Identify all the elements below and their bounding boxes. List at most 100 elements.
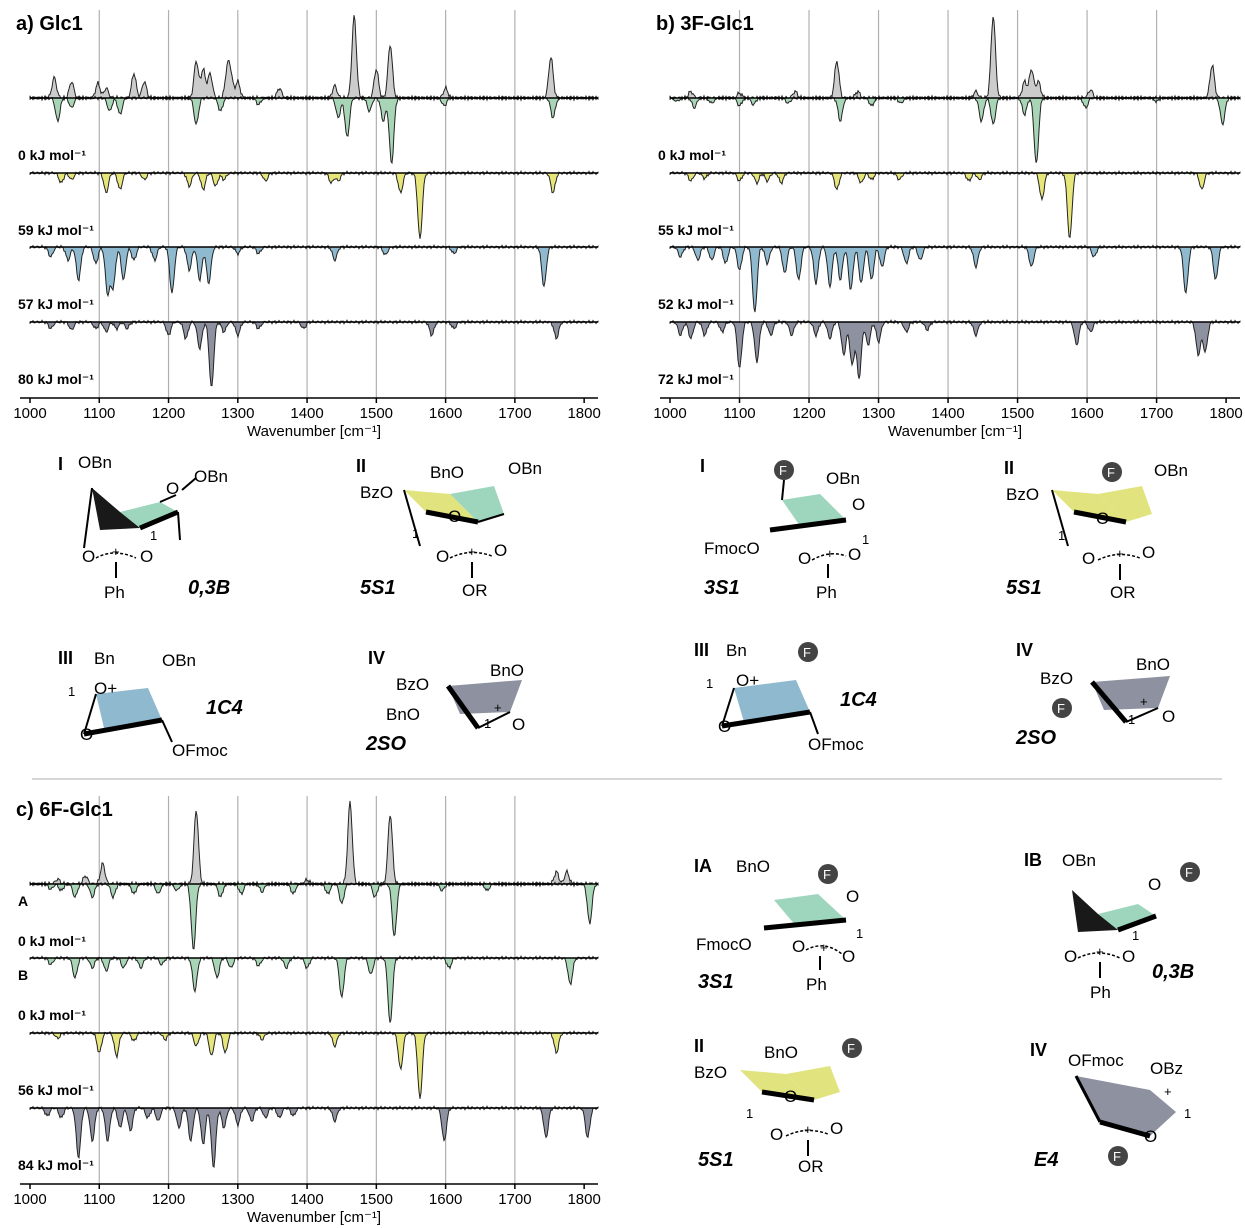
- atom-label: 1: [706, 676, 713, 691]
- conformer-label: 0,3B: [1152, 961, 1194, 983]
- atom-label: 1: [68, 684, 75, 699]
- atom-label: O: [1144, 1127, 1157, 1146]
- atom-label: 1: [856, 926, 863, 941]
- atom-label: OBn: [162, 651, 196, 670]
- roman-label: III: [58, 648, 73, 668]
- x-tick-label: 1300: [221, 1191, 254, 1208]
- atom-label: OR: [1110, 583, 1136, 602]
- atom-label: OR: [462, 581, 488, 600]
- conformer-label: E4: [1034, 1149, 1058, 1171]
- energy-label: 59 kJ mol⁻¹: [18, 222, 94, 238]
- fluorine-icon: F: [803, 645, 811, 660]
- atom-label: BzO: [694, 1063, 727, 1082]
- atom-label: BzO: [396, 675, 429, 694]
- fluorine-icon: F: [823, 867, 831, 882]
- atom-label: OBn: [826, 469, 860, 488]
- atom-label: OR: [798, 1157, 824, 1176]
- atom-label: BnO: [736, 857, 770, 876]
- conformer-label: 5S1: [698, 1149, 734, 1171]
- atom-label: +: [1096, 944, 1104, 959]
- atom-label: 1: [862, 532, 869, 547]
- computed-trace: [29, 1104, 599, 1169]
- structure-6fglc1-II: II BnO F BzO O 1 O O + OR 5S1: [694, 1036, 862, 1176]
- conformer-label: 5S1: [360, 577, 396, 599]
- atom-label: O: [846, 887, 859, 906]
- atom-label: O: [792, 937, 805, 956]
- energy-label: 0 kJ mol⁻¹: [18, 1007, 86, 1023]
- structure-6fglc1-IA: IA BnO F O FmocO O O + 1 Ph 3S1: [694, 856, 863, 994]
- atom-label: O: [718, 717, 731, 736]
- experiment-trace: [29, 800, 599, 888]
- atom-label: OBz: [1150, 1059, 1183, 1078]
- atom-label: +: [494, 700, 502, 715]
- atom-label: OBn: [194, 467, 228, 486]
- conformer-label: 1C4: [206, 697, 243, 719]
- energy-label: 55 kJ mol⁻¹: [658, 222, 734, 238]
- atom-label: OFmoc: [172, 741, 228, 760]
- atom-label: O: [494, 541, 507, 560]
- energy-label: 52 kJ mol⁻¹: [658, 296, 734, 312]
- structure-glc1-I: I OBn OBn O O O + 1 Ph 0,3B: [58, 453, 230, 602]
- computed-trace: [29, 954, 599, 1023]
- atom-label: O: [784, 1087, 797, 1106]
- x-tick-label: 1600: [1070, 405, 1103, 422]
- atom-label: O: [1096, 509, 1109, 528]
- atom-label: 1: [484, 716, 491, 731]
- roman-label: IV: [368, 648, 385, 668]
- structure-3fglc1-IV: IV BzO BnO F + 1 O 2SO: [1015, 640, 1175, 749]
- x-tick-label: 1400: [931, 405, 964, 422]
- atom-label: OBn: [508, 459, 542, 478]
- structure-3fglc1-II: II F OBn BzO O 1 O O + OR 5S1: [1004, 458, 1188, 602]
- conformer-label: 2SO: [1015, 727, 1056, 749]
- x-tick-label: 1200: [792, 405, 825, 422]
- x-tick-label: 1800: [567, 405, 600, 422]
- computed-trace: [669, 94, 1241, 163]
- atom-label: 1: [1184, 1106, 1191, 1121]
- x-tick-label: 1100: [83, 1191, 115, 1208]
- computed-trace: [29, 318, 599, 387]
- atom-label: Ph: [806, 975, 827, 994]
- x-tick-label: 1100: [723, 405, 755, 422]
- atom-label: OBn: [78, 453, 112, 472]
- structure-6fglc1-IV: IV OFmoc OBz + 1 O F E4: [1030, 1040, 1191, 1171]
- atom-label: 1: [746, 1106, 753, 1121]
- fluorine-icon: F: [1107, 465, 1115, 480]
- atom-label: 1: [1132, 928, 1139, 943]
- atom-label: Bn: [726, 641, 747, 660]
- atom-label: FmocO: [696, 935, 752, 954]
- atom-label: O: [1064, 947, 1077, 966]
- atom-label: O: [436, 547, 449, 566]
- x-tick-label: 1500: [360, 405, 393, 422]
- x-tick-label: 1400: [290, 405, 323, 422]
- atom-label: O: [512, 715, 525, 734]
- conformer-label: 3S1: [704, 577, 740, 599]
- spectra-panel-b: 0 kJ mol⁻¹ 55 kJ mol⁻¹ 52 kJ mol⁻¹ 72 kJ mo…: [653, 10, 1243, 440]
- atom-label: O: [798, 549, 811, 568]
- atom-label: 1: [412, 526, 419, 541]
- roman-label: II: [356, 456, 366, 476]
- atom-label: BzO: [1040, 669, 1073, 688]
- structure-glc1-IV: IV BzO BnO BnO + 1 O 2SO: [365, 648, 525, 755]
- conformer-tag: B: [18, 967, 28, 983]
- atom-label: O: [1162, 707, 1175, 726]
- atom-label: +: [112, 544, 120, 559]
- roman-label: III: [694, 640, 709, 660]
- roman-label: I: [700, 456, 705, 476]
- spectra-panel-a: 0 kJ mol⁻¹ 59 kJ mol⁻¹ 57 kJ mol⁻¹ 80 kJ mo…: [13, 10, 601, 440]
- atom-label: BzO: [1006, 485, 1039, 504]
- conformer-label: 1C4: [840, 689, 877, 711]
- atom-label: Bn: [94, 649, 115, 668]
- structure-glc1-III: III Bn OBn O+ 1 O OFmoc 1C4: [58, 648, 243, 760]
- conformer-label: 3S1: [698, 971, 734, 993]
- computed-trace: [29, 880, 599, 950]
- computed-trace: [29, 94, 599, 165]
- energy-label: 0 kJ mol⁻¹: [18, 147, 86, 163]
- roman-label: I: [58, 454, 63, 474]
- conformer-label: 2SO: [365, 733, 406, 755]
- x-tick-label: 1500: [360, 1191, 393, 1208]
- fluorine-icon: F: [1113, 1149, 1121, 1164]
- computed-trace: [29, 169, 599, 239]
- structure-glc1-II: II BnO OBn BzO O 1 O O + OR 5S1: [356, 456, 542, 600]
- atom-label: O: [448, 507, 461, 526]
- atom-label: O: [166, 479, 179, 498]
